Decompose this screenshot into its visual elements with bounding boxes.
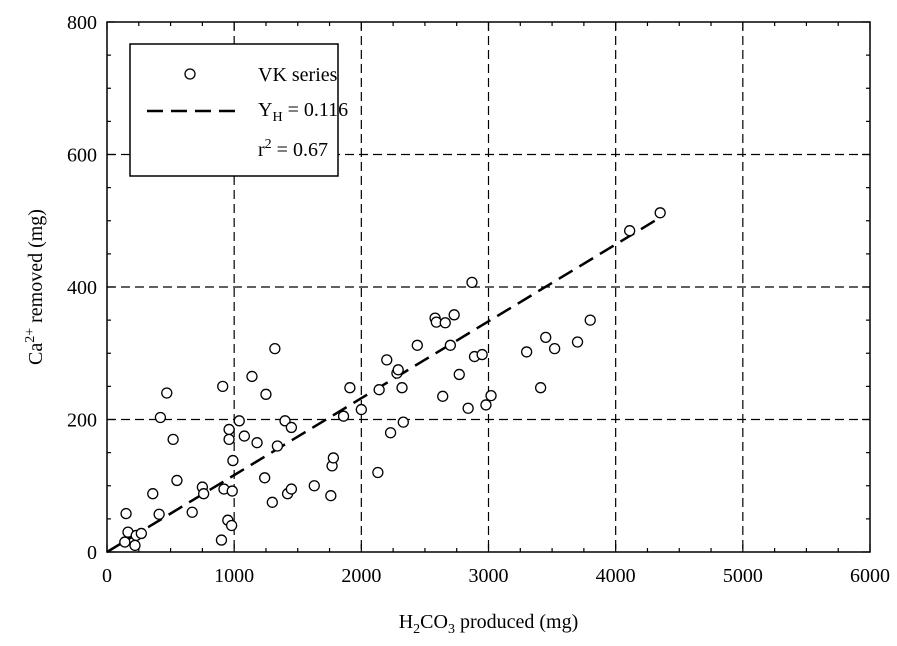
data-points	[119, 207, 666, 552]
x-tick-label-0: 0	[102, 565, 112, 587]
y-tick-label-0: 0	[87, 542, 97, 564]
data-point-45	[373, 384, 385, 396]
data-point-29	[260, 388, 272, 400]
x-title-mid: CO	[420, 611, 448, 633]
data-point-11	[171, 474, 183, 487]
data-point-37	[308, 480, 320, 492]
legend-r2-main: r	[258, 139, 265, 161]
legend: VK series YH = 0.116 r2 = 0.67	[129, 43, 348, 177]
data-point-43	[355, 403, 367, 416]
x-tick-label-5000: 5000	[723, 565, 763, 587]
y-title-rest: removed (mg)	[25, 209, 47, 328]
data-point-32	[271, 440, 284, 452]
data-point-52	[411, 339, 423, 351]
data-point-40	[327, 452, 340, 464]
legend-label-r2: r2 = 0.67	[258, 137, 328, 161]
data-point-35	[285, 483, 298, 495]
data-point-65	[485, 389, 497, 402]
data-point-8	[154, 411, 167, 424]
data-point-56	[439, 317, 451, 329]
data-point-41	[337, 410, 350, 422]
data-point-0	[119, 536, 131, 548]
data-point-59	[453, 368, 465, 381]
y-title-main: Ca	[25, 343, 47, 365]
y-tick-label-400: 400	[67, 277, 97, 299]
data-point-61	[466, 276, 478, 289]
data-point-31	[269, 342, 281, 355]
data-point-10	[167, 433, 179, 446]
data-point-30	[266, 496, 278, 508]
x-title-rest: produced (mg)	[455, 611, 578, 633]
data-point-5	[135, 527, 147, 540]
data-point-20	[223, 423, 235, 436]
x-title-main: H	[399, 611, 413, 633]
x-title-sub1: 2	[413, 622, 420, 637]
data-point-23	[227, 454, 239, 467]
legend-r2-rest: = 0.67	[272, 139, 328, 161]
data-point-64	[480, 399, 492, 411]
y-axis-title: Ca2+ removed (mg)	[23, 209, 47, 365]
y-tick-label-200: 200	[67, 410, 97, 432]
data-point-58	[448, 309, 460, 321]
data-point-14	[197, 488, 210, 500]
data-point-6	[147, 488, 159, 500]
data-point-71	[584, 314, 596, 326]
data-point-7	[153, 508, 165, 520]
x-tick-label-6000: 6000	[850, 565, 890, 587]
data-point-55	[437, 390, 449, 402]
data-point-47	[384, 427, 397, 439]
data-point-69	[548, 342, 561, 355]
x-tick-label-2000: 2000	[341, 565, 381, 587]
data-point-9	[161, 387, 173, 399]
x-axis-title: H2CO3 produced (mg)	[399, 611, 579, 637]
data-point-50	[396, 382, 408, 394]
data-point-42	[344, 382, 356, 394]
legend-fit-main: Y	[258, 99, 272, 121]
data-point-46	[381, 354, 393, 366]
data-point-44	[372, 466, 384, 479]
data-point-36	[285, 421, 298, 434]
x-tick-label-3000: 3000	[469, 565, 509, 587]
data-point-24	[233, 415, 245, 427]
data-point-67	[534, 382, 547, 394]
legend-label-series: VK series	[258, 64, 338, 86]
legend-marker-circle	[184, 68, 196, 80]
x-tick-label-4000: 4000	[596, 565, 636, 587]
data-point-68	[540, 331, 552, 344]
data-point-12	[186, 506, 198, 518]
data-point-22	[226, 485, 238, 497]
data-point-72	[624, 225, 636, 237]
data-point-57	[444, 339, 457, 351]
data-point-1	[120, 507, 132, 520]
legend-fit-rest: = 0.116	[283, 99, 349, 121]
data-point-25	[238, 430, 250, 442]
data-point-66	[521, 346, 533, 358]
data-point-38	[325, 490, 337, 502]
data-point-15	[215, 534, 228, 546]
data-point-60	[462, 402, 474, 414]
data-point-49	[392, 364, 404, 376]
data-point-21	[225, 519, 238, 532]
x-tick-label-1000: 1000	[214, 565, 254, 587]
data-point-26	[246, 370, 258, 383]
data-point-16	[217, 380, 229, 393]
data-point-70	[571, 336, 584, 348]
y-tick-label-600: 600	[67, 145, 97, 167]
tick-labels: 0 1000 2000 3000 4000 5000 6000 0 200 400 600 800	[67, 12, 890, 587]
legend-label-fit: YH = 0.116	[258, 99, 348, 125]
legend-fit-sub: H	[272, 110, 282, 125]
data-point-73	[654, 207, 666, 219]
x-title-sub2: 3	[448, 622, 455, 637]
y-title-sup: 2+	[23, 328, 38, 343]
axes	[106, 21, 871, 553]
legend-r2-sup: 2	[265, 137, 272, 152]
data-point-19	[223, 433, 235, 446]
y-tick-label-800: 800	[67, 12, 97, 34]
data-point-63	[476, 348, 488, 361]
data-point-27	[251, 437, 263, 449]
data-point-28	[259, 472, 271, 484]
data-point-51	[397, 416, 409, 428]
